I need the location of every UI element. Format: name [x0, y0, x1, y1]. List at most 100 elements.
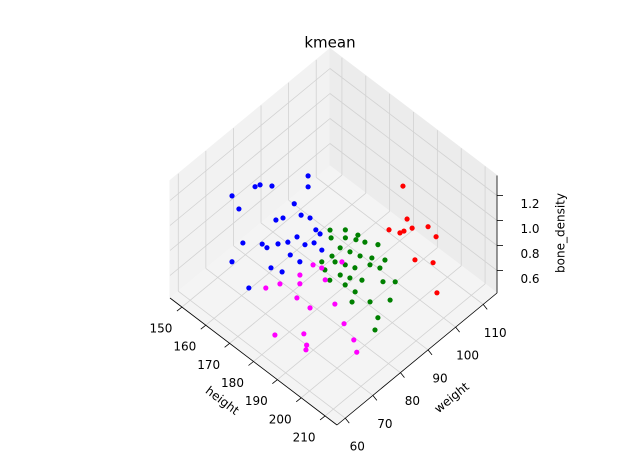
data-point: [409, 225, 415, 231]
y-tick-label: 60: [350, 440, 365, 454]
data-point: [434, 290, 440, 296]
data-point: [347, 275, 353, 281]
data-point: [349, 299, 355, 305]
x-tick-label: 200: [269, 412, 292, 426]
data-point: [341, 321, 347, 327]
grid-line: [324, 283, 486, 417]
data-point: [307, 215, 313, 221]
x-tick-label: 150: [149, 322, 172, 336]
y-tick: [400, 372, 405, 378]
grid-line: [169, 143, 331, 276]
data-point: [229, 193, 235, 199]
grid-line: [329, 118, 498, 246]
data-point: [268, 265, 274, 271]
data-point: [397, 230, 403, 236]
data-point: [430, 260, 436, 266]
x-tick: [272, 379, 278, 384]
data-point: [369, 255, 375, 261]
data-point: [285, 239, 291, 245]
x-tick-label: 190: [245, 394, 268, 408]
z-tick-label: 0.6: [520, 272, 539, 286]
data-point: [386, 227, 392, 233]
data-point: [342, 282, 348, 288]
data-point: [401, 228, 407, 234]
data-point: [297, 272, 303, 278]
grid-line: [229, 211, 390, 344]
data-point: [294, 234, 300, 240]
data-point: [298, 212, 304, 218]
grid-line: [329, 93, 498, 221]
data-point: [352, 289, 358, 295]
grid-line: [329, 143, 498, 271]
data-point: [297, 281, 303, 287]
x-tick-label: 210: [293, 430, 316, 444]
data-point: [339, 259, 345, 265]
data-point: [392, 279, 398, 285]
data-point: [277, 281, 283, 287]
data-point: [327, 227, 333, 233]
data-point: [337, 272, 343, 278]
data-point: [317, 231, 323, 237]
data-point: [302, 242, 308, 248]
data-point: [327, 277, 333, 283]
grid-line: [178, 290, 346, 419]
data-point: [332, 301, 338, 307]
data-point: [313, 227, 319, 233]
data-point: [307, 305, 313, 311]
z-axis-label: bone_density: [554, 193, 568, 273]
data-point: [382, 257, 388, 263]
grid-line: [233, 245, 401, 373]
data-point: [332, 259, 338, 265]
data-point: [362, 239, 368, 245]
x-tick: [176, 306, 183, 312]
grid-line: [253, 229, 414, 362]
data-point: [367, 299, 373, 305]
data-point: [236, 206, 242, 212]
data-point: [310, 262, 316, 268]
z-tick-label: 1.0: [520, 222, 539, 236]
data-point: [319, 247, 325, 253]
data-point: [240, 240, 246, 246]
data-point: [355, 232, 361, 238]
data-point: [329, 253, 335, 259]
x-tick: [248, 361, 254, 366]
data-point: [375, 242, 381, 248]
chart-title: kmean: [304, 34, 355, 52]
data-point: [377, 265, 383, 271]
x-axis-line: [169, 297, 338, 426]
data-point: [291, 201, 297, 207]
data-point: [264, 245, 270, 251]
data-point: [322, 277, 328, 283]
z-tick-label: 1.2: [520, 197, 539, 211]
data-point: [337, 245, 343, 251]
data-point: [354, 349, 360, 355]
data-point: [412, 257, 418, 263]
data-point: [380, 279, 386, 285]
data-point: [342, 227, 348, 233]
grid-line: [329, 68, 498, 196]
grid-line: [169, 68, 331, 201]
grid-line: [181, 174, 343, 308]
data-point: [297, 259, 303, 265]
y-tick: [372, 395, 378, 401]
data-point: [246, 285, 252, 291]
data-point: [301, 331, 307, 337]
y-tick: [482, 304, 488, 310]
y-tick-label: 80: [405, 394, 420, 408]
grid-line: [315, 177, 484, 305]
x-tick-label: 170: [197, 358, 220, 372]
data-point: [269, 183, 275, 189]
data-point: [303, 347, 309, 353]
data-point: [319, 259, 325, 265]
y-axis-line: [336, 292, 498, 426]
data-point: [404, 216, 410, 222]
z-tick-label: 0.8: [520, 247, 539, 261]
data-point: [279, 269, 285, 275]
y-tick-label: 90: [432, 371, 447, 385]
x-tick: [200, 324, 207, 330]
data-point: [359, 277, 365, 283]
data-point: [387, 297, 393, 303]
grid-line: [205, 192, 367, 326]
